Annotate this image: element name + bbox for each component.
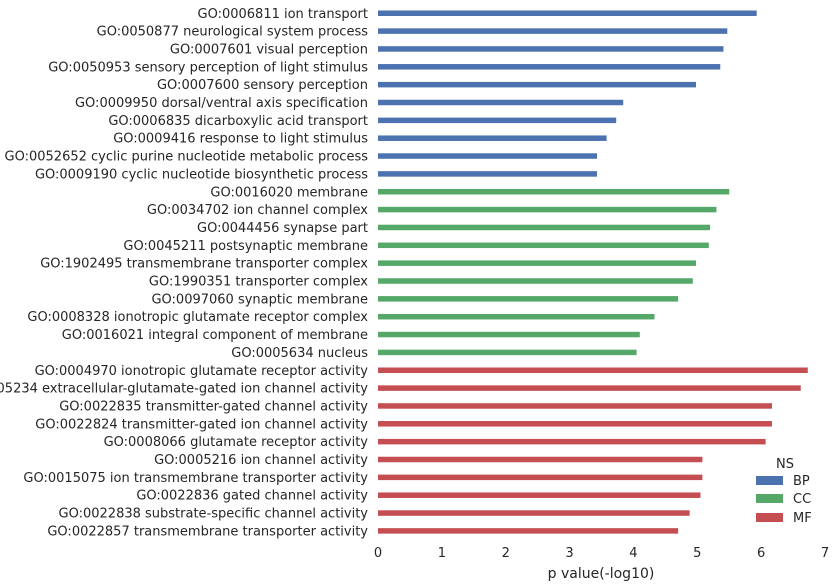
legend-title: NS bbox=[776, 457, 794, 472]
category-label: GO:0050877 neurological system process bbox=[97, 25, 369, 40]
bar-mf bbox=[378, 456, 703, 463]
bar-bp bbox=[378, 28, 728, 34]
category-label: GO:0022836 gated channel activity bbox=[136, 489, 368, 504]
category-label: GO:0006811 ion transport bbox=[198, 7, 369, 22]
x-tick-label: 3 bbox=[565, 546, 573, 561]
category-label: GO:0008066 glutamate receptor activity bbox=[104, 435, 369, 450]
bar-bp bbox=[378, 10, 757, 16]
bar-cc bbox=[378, 224, 711, 231]
x-tick-label: 1 bbox=[438, 546, 446, 561]
category-label: GO:0022824 transmitter-gated ion channel… bbox=[35, 417, 368, 432]
bar-cc bbox=[378, 242, 709, 249]
category-label: GO:0006835 dicarboxylic acid transport bbox=[108, 114, 368, 129]
bar-cc bbox=[378, 260, 697, 266]
bar-cc bbox=[378, 313, 655, 320]
bar-cc bbox=[378, 296, 679, 302]
legend-label-mf: MF bbox=[793, 511, 812, 526]
legend-swatch-cc bbox=[756, 494, 783, 503]
bar-bp bbox=[378, 81, 697, 88]
category-label: GO:0097060 synaptic membrane bbox=[151, 292, 368, 307]
bar-cc bbox=[378, 189, 730, 195]
category-label: GO:0015075 ion transmembrane transporter… bbox=[23, 471, 368, 486]
bar-mf bbox=[378, 403, 772, 409]
category-label: GO:0022857 transmembrane transporter act… bbox=[47, 524, 368, 539]
legend-swatch-bp bbox=[756, 476, 783, 485]
bar-mf bbox=[378, 474, 703, 481]
x-tick-label: 4 bbox=[629, 546, 637, 561]
legend-label-cc: CC bbox=[793, 492, 811, 507]
bar-mf bbox=[378, 528, 679, 534]
x-tick-label: 6 bbox=[757, 546, 765, 561]
category-label: GO:0022835 transmitter-gated channel act… bbox=[59, 399, 368, 414]
bar-bp bbox=[378, 135, 607, 141]
bar-cc bbox=[378, 349, 637, 356]
bar-mf bbox=[378, 492, 701, 498]
bar-cc bbox=[378, 278, 693, 284]
category-label: GO:0005234 extracellular-glutamate-gated… bbox=[0, 382, 368, 397]
x-tick-label: 5 bbox=[693, 546, 701, 561]
bar-mf bbox=[378, 367, 808, 373]
bar-mf bbox=[378, 510, 690, 516]
bar-bp bbox=[378, 153, 598, 159]
category-label: GO:0007600 sensory perception bbox=[157, 78, 368, 93]
legend-swatch-mf bbox=[756, 513, 783, 522]
x-tick-label: 2 bbox=[502, 546, 510, 561]
category-label: GO:0052652 cyclic purine nucleotide meta… bbox=[5, 150, 369, 165]
category-label: GO:0045211 postsynaptic membrane bbox=[123, 239, 368, 254]
category-label: GO:0022838 substrate-specific channel ac… bbox=[59, 507, 369, 522]
bar-mf bbox=[378, 421, 772, 427]
category-label: GO:0007601 visual perception bbox=[170, 42, 368, 57]
bar-bp bbox=[378, 171, 598, 177]
bar-cc bbox=[378, 206, 717, 213]
bars-layer bbox=[378, 10, 808, 534]
x-tick-label: 7 bbox=[821, 546, 829, 561]
category-label: GO:0004970 ionotropic glutamate receptor… bbox=[35, 364, 369, 379]
category-label: GO:0005216 ion channel activity bbox=[154, 453, 368, 468]
category-label: GO:0016020 membrane bbox=[210, 185, 368, 200]
bar-bp bbox=[378, 99, 624, 106]
legend: NS BP CC MF bbox=[756, 457, 812, 526]
category-label: GO:0044456 synapse part bbox=[197, 221, 368, 236]
category-label: GO:0034702 ion channel complex bbox=[147, 203, 368, 218]
category-label: GO:0009950 dorsal/ventral axis specifica… bbox=[75, 96, 368, 111]
bar-cc bbox=[378, 331, 640, 338]
category-label: GO:0005634 nucleus bbox=[231, 346, 368, 361]
category-label: GO:0009190 cyclic nucleotide biosyntheti… bbox=[35, 167, 368, 182]
x-tick-label: 0 bbox=[374, 546, 382, 561]
bar-bp bbox=[378, 64, 721, 70]
category-label: GO:0008328 ionotropic glutamate receptor… bbox=[27, 310, 368, 325]
x-axis-title: p value(-log10) bbox=[548, 566, 655, 582]
category-label: GO:0016021 integral component of membran… bbox=[62, 328, 368, 343]
bar-mf bbox=[378, 385, 801, 391]
bar-bp bbox=[378, 117, 617, 124]
category-labels: GO:0006811 ion transport GO:0050877 neuro… bbox=[0, 7, 368, 540]
bar-mf bbox=[378, 438, 766, 445]
category-label: GO:0009416 response to light stimulus bbox=[113, 132, 368, 147]
legend-label-bp: BP bbox=[793, 474, 810, 489]
x-axis-ticks: 0 1 2 3 4 5 6 7 bbox=[374, 546, 829, 561]
category-label: GO:1902495 transmembrane transporter com… bbox=[40, 257, 368, 272]
category-label: GO:0050953 sensory perception of light s… bbox=[48, 60, 368, 75]
category-label: GO:1990351 transporter complex bbox=[149, 275, 368, 290]
bar-bp bbox=[378, 46, 724, 52]
